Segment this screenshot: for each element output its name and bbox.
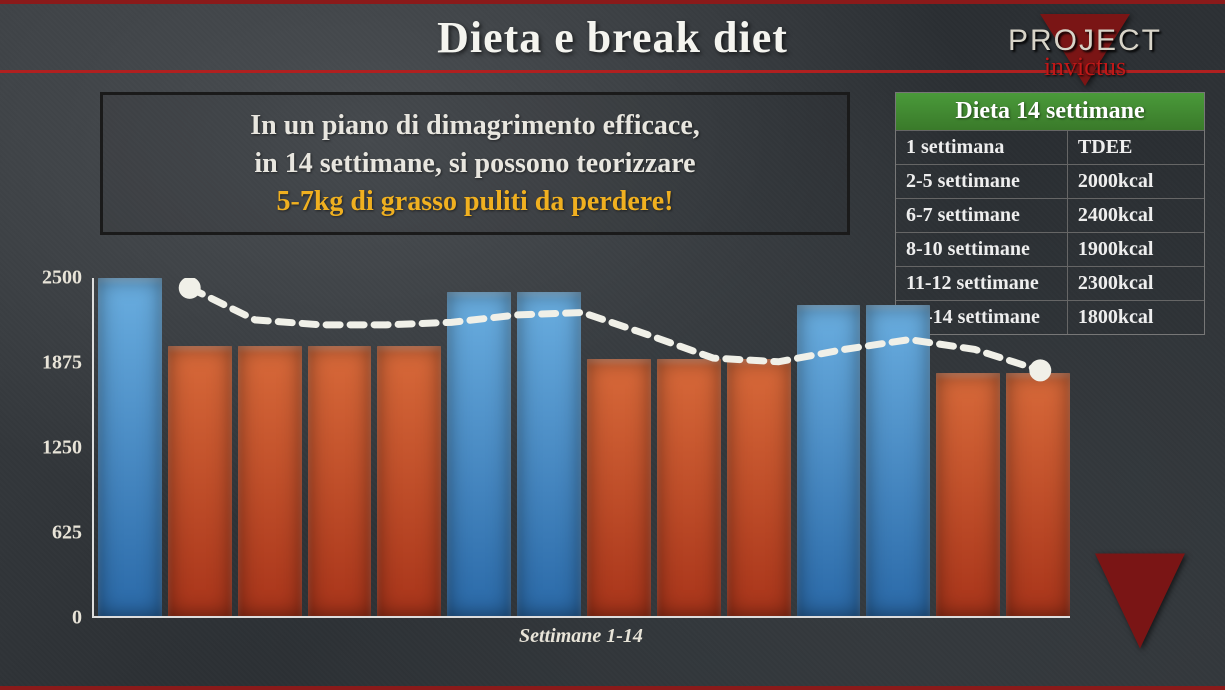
logo-bottom — [1085, 546, 1195, 656]
table-row: 2-5 settimane2000kcal — [896, 165, 1204, 199]
slide: Dieta e break diet PROJECT invictus In u… — [0, 0, 1225, 690]
chart-bar — [377, 346, 441, 616]
chart-bar — [587, 359, 651, 616]
table-cell-period: 2-5 settimane — [896, 165, 1068, 198]
chart-ytick: 1250 — [42, 437, 82, 460]
table-row: 6-7 settimane2400kcal — [896, 199, 1204, 233]
chart-bar — [866, 305, 930, 616]
chart-bar — [1006, 373, 1070, 616]
chart-bar — [657, 359, 721, 616]
chart-bars — [94, 278, 1070, 616]
callout-highlight: 5-7kg di grasso puliti da perdere! — [123, 183, 827, 221]
chart-bar — [936, 373, 1000, 616]
callout-line1: In un piano di dimagrimento efficace, — [123, 107, 827, 145]
chart-bar — [238, 346, 302, 616]
table-cell-kcal: 2400kcal — [1068, 199, 1204, 232]
chart-ytick: 2500 — [42, 267, 82, 290]
chart-xlabel: Settimane 1-14 — [92, 625, 1070, 648]
table-cell-period: 8-10 settimane — [896, 233, 1068, 266]
callout-line2: in 14 settimane, si possono teorizzare — [123, 145, 827, 183]
chart-ytick: 0 — [72, 607, 82, 630]
logo-top: PROJECT invictus — [965, 10, 1205, 90]
table-cell-kcal: 2300kcal — [1068, 267, 1204, 300]
chart-bar — [447, 292, 511, 616]
chart-bar — [797, 305, 861, 616]
chart-bar — [308, 346, 372, 616]
chart-bar — [98, 278, 162, 616]
table-cell-period: 6-7 settimane — [896, 199, 1068, 232]
chart-bar — [727, 359, 791, 616]
table-header: Dieta 14 settimane — [896, 93, 1204, 131]
chart-bar — [168, 346, 232, 616]
table-cell-period: 1 settimana — [896, 131, 1068, 164]
chart-yaxis: 0625125018752500 — [30, 278, 88, 618]
chart-bar — [517, 292, 581, 616]
chart-ytick: 625 — [52, 522, 82, 545]
chart-ytick: 1875 — [42, 352, 82, 375]
logo-line2: invictus — [965, 52, 1205, 82]
table-cell-kcal: 2000kcal — [1068, 165, 1204, 198]
callout-box: In un piano di dimagrimento efficace, in… — [100, 92, 850, 235]
chart: 0625125018752500 Settimane 1-14 — [30, 278, 1070, 648]
chart-plot — [92, 278, 1070, 618]
table-row: 8-10 settimane1900kcal — [896, 233, 1204, 267]
table-cell-kcal: 1800kcal — [1068, 301, 1204, 334]
table-cell-kcal: TDEE — [1068, 131, 1204, 164]
table-row: 1 settimanaTDEE — [896, 131, 1204, 165]
table-cell-kcal: 1900kcal — [1068, 233, 1204, 266]
logo-bottom-v-shape — [1095, 554, 1185, 649]
